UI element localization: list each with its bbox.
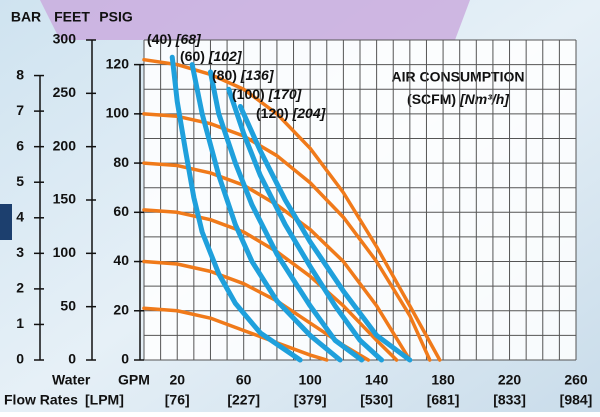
curve <box>142 306 329 362</box>
y-tick-label: 150 <box>53 191 77 207</box>
y-tick-label: 4 <box>16 208 24 224</box>
x-tick-label-metric: [984] <box>560 392 593 408</box>
curve <box>142 112 432 362</box>
y-tick-label: 20 <box>113 301 129 317</box>
curve-label: (80) [136] <box>212 67 275 83</box>
curve-label-metric: [170] <box>268 86 303 102</box>
y-tick-label: 50 <box>60 297 76 313</box>
x-tick-label-metric: [681] <box>427 392 460 408</box>
curve <box>237 103 413 363</box>
curve-label-metric: [68] <box>175 31 202 47</box>
curve-label-metric: [204] <box>292 105 327 121</box>
y-tick-label: 6 <box>16 137 24 153</box>
annotation-unit: (SCFM) [Nm³/h] <box>407 91 510 107</box>
y-tick-label: 0 <box>121 351 129 367</box>
y-tick-label: 8 <box>16 66 24 82</box>
x-tick-label: 260 <box>564 372 588 388</box>
x-unit-metric: [LPM] <box>85 392 124 408</box>
curve <box>226 86 385 363</box>
annotation-title: AIR CONSUMPTION <box>392 69 525 85</box>
y-tick-label: 0 <box>68 351 76 367</box>
x-label-2: Flow Rates <box>4 392 78 408</box>
curve-label-metric: [136] <box>240 67 275 83</box>
curve-label-name: (120) <box>256 105 289 121</box>
curve-label-metric: [102] <box>208 48 243 64</box>
y-tick-label: 120 <box>106 55 130 71</box>
curve <box>169 54 303 363</box>
y-axis-title: PSIG <box>99 9 133 25</box>
unit: (SCFM) <box>407 91 456 107</box>
x-tick-label-metric: [379] <box>294 392 327 408</box>
x-label: Water <box>52 372 91 388</box>
x-tick-label: 20 <box>169 372 185 388</box>
curve-label: (60) [102] <box>180 48 243 64</box>
x-tick-label-metric: [227] <box>227 392 260 408</box>
y-tick-label: 100 <box>53 244 77 260</box>
y-tick-label: 40 <box>113 252 129 268</box>
x-tick-label-metric: [833] <box>493 392 526 408</box>
x-tick-label: 180 <box>431 372 455 388</box>
y-tick-label: 250 <box>53 84 77 100</box>
y-axis-title: BAR <box>11 9 41 25</box>
curve-label: (120) [204] <box>256 105 327 121</box>
curve-label-name: (60) <box>180 48 205 64</box>
y-tick-label: 60 <box>113 203 129 219</box>
x-tick-label: 100 <box>298 372 322 388</box>
decor-band <box>40 0 470 40</box>
curve <box>189 62 343 363</box>
curve-label-name: (40) <box>147 31 172 47</box>
decor-tab <box>0 204 12 240</box>
curve-label-name: (100) <box>232 86 265 102</box>
y-tick-label: 300 <box>53 31 77 47</box>
y-tick-label: 3 <box>16 244 24 260</box>
y-tick-label: 5 <box>16 173 24 189</box>
y-tick-label: 1 <box>16 315 24 331</box>
curve <box>207 69 365 363</box>
y-tick-label: 80 <box>113 154 129 170</box>
y-tick-label: 2 <box>16 280 24 296</box>
y-tick-label: 0 <box>16 351 24 367</box>
x-tick-label-metric: [76] <box>165 392 190 408</box>
unit-metric: [Nm³/h] <box>459 91 510 107</box>
x-tick-label: 140 <box>365 372 389 388</box>
y-tick-label: 7 <box>16 102 24 118</box>
y-tick-label: 200 <box>53 137 77 153</box>
curve-label: (100) [170] <box>232 86 303 102</box>
x-unit: GPM <box>118 372 150 388</box>
x-tick-label: 220 <box>498 372 522 388</box>
curve-label-name: (80) <box>212 67 237 83</box>
y-axis-title: FEET <box>54 9 90 25</box>
y-tick-label: 100 <box>106 105 130 121</box>
curve-label: (40) [68] <box>147 31 202 47</box>
x-tick-label: 60 <box>236 372 252 388</box>
x-tick-label-metric: [530] <box>360 392 393 408</box>
